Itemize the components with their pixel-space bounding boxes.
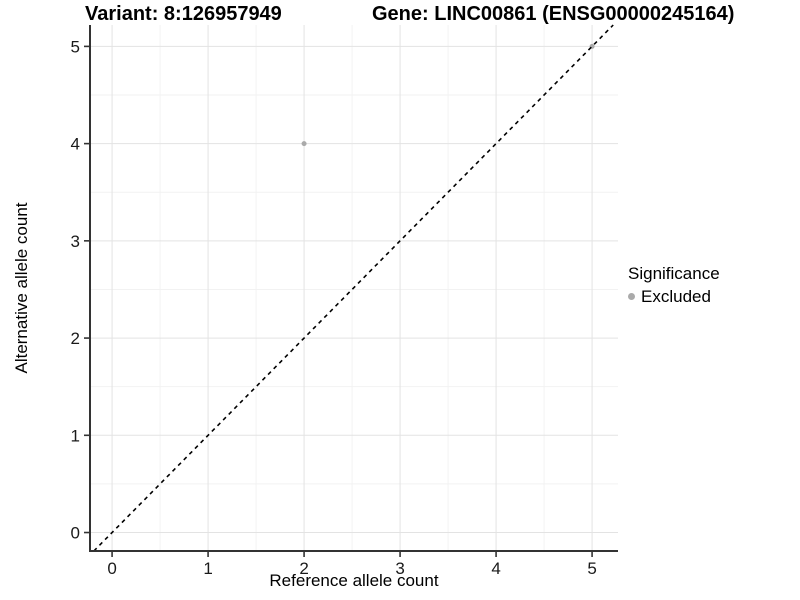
- y-tick-label: 3: [71, 232, 80, 251]
- data-point: [301, 141, 307, 147]
- identity-line: [93, 24, 614, 552]
- plot-title-gene: Gene: LINC00861 (ENSG00000245164): [372, 3, 735, 25]
- x-tick-label: 0: [107, 559, 116, 578]
- y-tick-label: 2: [71, 329, 80, 348]
- x-tick-label: 1: [203, 559, 212, 578]
- y-tick-label: 4: [71, 135, 80, 154]
- x-tick-label: 3: [395, 559, 404, 578]
- x-axis-title: Reference allele count: [269, 571, 439, 590]
- excluded-point-icon: [628, 293, 635, 300]
- legend-title: Significance: [628, 264, 720, 283]
- plot-title-variant: Variant: 8:126957949: [85, 3, 282, 25]
- y-tick-label: 0: [71, 524, 80, 543]
- y-tick-label: 5: [71, 37, 80, 56]
- y-tick-label: 1: [71, 426, 80, 445]
- x-tick-label: 2: [299, 559, 308, 578]
- legend: Significance Excluded: [628, 264, 720, 306]
- y-axis-title: Alternative allele count: [12, 202, 31, 374]
- x-tick-label: 5: [587, 559, 596, 578]
- legend-item-label: Excluded: [641, 287, 711, 306]
- x-tick-label: 4: [491, 559, 500, 578]
- legend-item-excluded: Excluded: [628, 287, 720, 306]
